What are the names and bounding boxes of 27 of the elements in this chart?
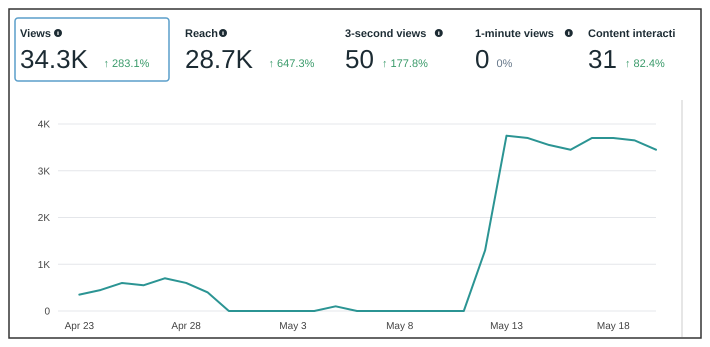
x-tick-label: May 8	[386, 321, 414, 332]
text: 1-minute views	[475, 28, 554, 40]
y-tick-label: 0	[44, 306, 50, 318]
y-tick-label: 4K	[38, 120, 50, 130]
line-series	[78, 134, 657, 312]
y-tick-label: 1K	[38, 260, 50, 271]
x-tick-label: May 18	[596, 321, 630, 332]
y-tick-label: 2K	[38, 213, 50, 224]
text: ↑ 177.8%	[382, 58, 428, 70]
text: Content interacti	[588, 28, 676, 40]
text: ↑ 82.4%	[625, 58, 665, 70]
text: 3-second views	[345, 28, 426, 40]
text: Reach	[185, 28, 218, 40]
x-tick-label: Apr 28	[171, 321, 202, 332]
text: ↑ 647.3%	[268, 58, 315, 70]
text: Views	[20, 28, 51, 40]
text: 34.3K	[20, 44, 89, 74]
text: 28.7K	[185, 44, 254, 74]
text: ↑ 283.1%	[104, 58, 150, 70]
x-tick-label: Apr 23	[64, 321, 95, 332]
text: 50	[345, 44, 374, 74]
text: 31	[588, 44, 617, 74]
x-tick-label: May 13	[490, 321, 524, 332]
y-tick-label: 3K	[38, 166, 50, 178]
text: 0%	[496, 58, 513, 70]
x-tick-label: May 3	[279, 321, 307, 332]
text: 0	[475, 44, 490, 74]
